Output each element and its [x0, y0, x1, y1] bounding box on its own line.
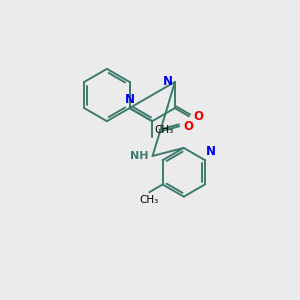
Text: NH: NH — [130, 151, 149, 161]
Text: CH₃: CH₃ — [154, 125, 173, 135]
Text: N: N — [163, 75, 172, 88]
Text: O: O — [183, 120, 193, 133]
Text: CH₃: CH₃ — [140, 195, 159, 205]
Text: N: N — [206, 145, 216, 158]
Text: N: N — [124, 93, 135, 106]
Text: O: O — [193, 110, 203, 123]
